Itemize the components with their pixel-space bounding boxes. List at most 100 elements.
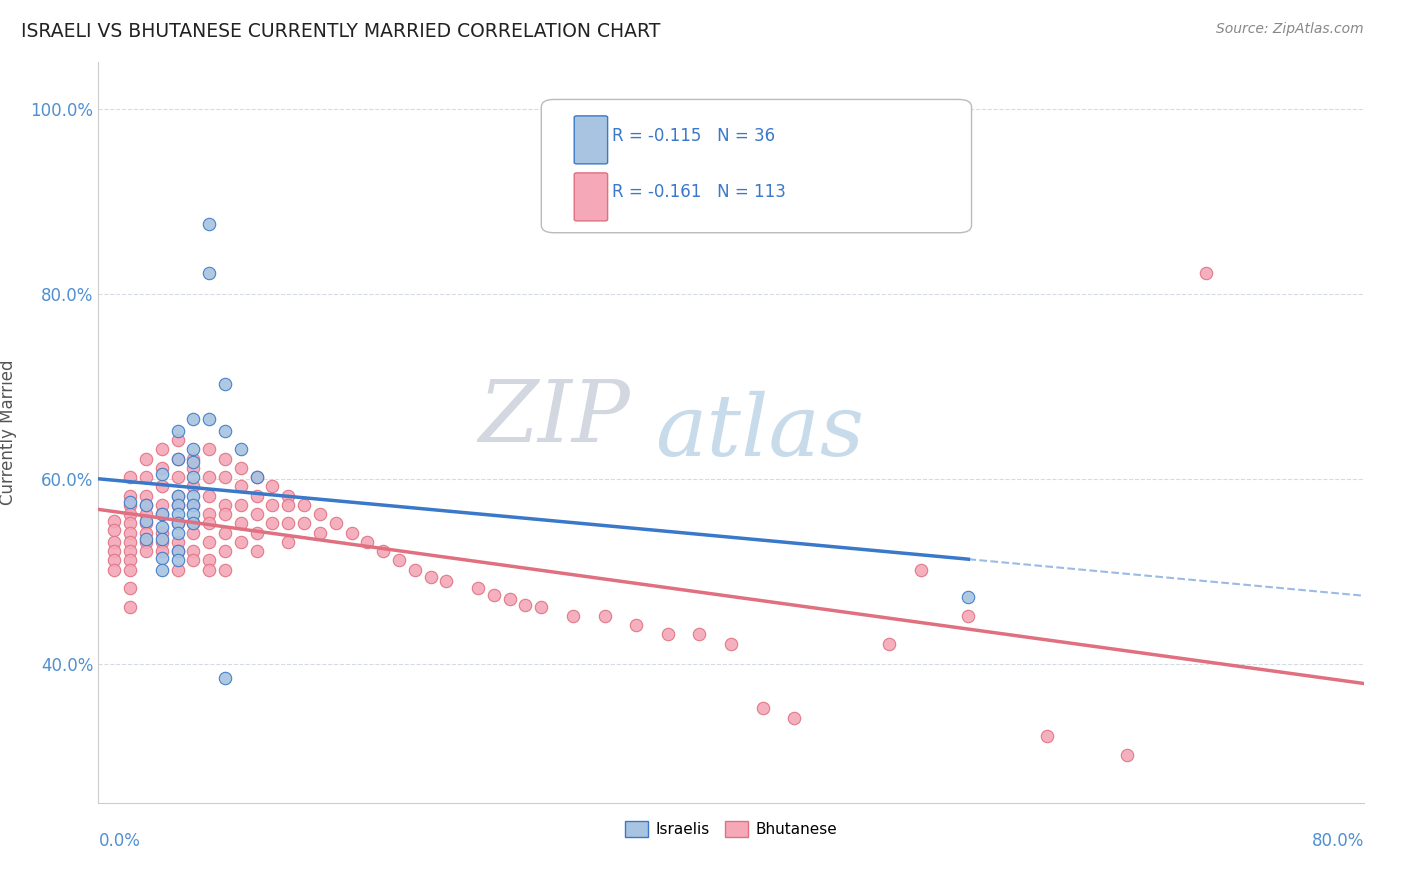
Point — [198, 553, 221, 567]
Point — [120, 489, 141, 503]
Point — [877, 637, 900, 651]
Text: 80.0%: 80.0% — [1312, 832, 1364, 850]
Point — [150, 534, 173, 549]
Point — [214, 671, 236, 685]
Point — [135, 534, 157, 549]
Point — [198, 470, 221, 484]
Point — [120, 516, 141, 531]
Point — [135, 489, 157, 503]
Point — [166, 498, 188, 512]
Point — [183, 553, 205, 567]
Point — [166, 525, 188, 540]
Point — [309, 525, 332, 540]
Point — [198, 442, 221, 457]
Point — [198, 411, 221, 425]
Point — [150, 532, 173, 546]
Point — [150, 467, 173, 482]
Point — [166, 433, 188, 447]
Point — [135, 507, 157, 521]
Point — [1115, 747, 1137, 762]
Point — [214, 451, 236, 466]
Point — [246, 470, 269, 484]
Point — [166, 563, 188, 577]
Point — [120, 563, 141, 577]
Point — [292, 498, 315, 512]
Point — [229, 442, 252, 457]
Point — [214, 377, 236, 392]
Point — [1194, 267, 1216, 281]
Text: Source: ZipAtlas.com: Source: ZipAtlas.com — [1216, 22, 1364, 37]
FancyBboxPatch shape — [574, 116, 607, 164]
Point — [198, 534, 221, 549]
Point — [436, 574, 458, 588]
Point — [183, 455, 205, 469]
Point — [183, 498, 205, 512]
Point — [183, 470, 205, 484]
Point — [183, 460, 205, 475]
Point — [214, 563, 236, 577]
Point — [388, 553, 411, 567]
Point — [135, 498, 157, 512]
FancyBboxPatch shape — [574, 173, 607, 221]
Point — [135, 470, 157, 484]
Point — [214, 525, 236, 540]
Point — [957, 591, 980, 605]
Legend: Israelis, Bhutanese: Israelis, Bhutanese — [619, 815, 844, 843]
Point — [120, 553, 141, 567]
Text: atlas: atlas — [655, 392, 865, 474]
Point — [183, 516, 205, 531]
Point — [277, 489, 299, 503]
Point — [371, 544, 394, 558]
Point — [150, 498, 173, 512]
Point — [419, 570, 441, 584]
Point — [150, 525, 173, 540]
Point — [135, 451, 157, 466]
Point — [166, 424, 188, 438]
Point — [910, 563, 932, 577]
Point — [183, 411, 205, 425]
Point — [198, 489, 221, 503]
Point — [183, 507, 205, 521]
Point — [120, 507, 141, 521]
Point — [135, 514, 157, 528]
Point — [166, 489, 188, 503]
Point — [957, 608, 980, 623]
Point — [120, 534, 141, 549]
Point — [166, 553, 188, 567]
Point — [135, 498, 157, 512]
Point — [404, 563, 426, 577]
Point — [309, 507, 332, 521]
Point — [150, 544, 173, 558]
Point — [229, 460, 252, 475]
Point — [103, 534, 125, 549]
Point — [246, 525, 269, 540]
Point — [214, 507, 236, 521]
Point — [135, 532, 157, 546]
Point — [593, 608, 616, 623]
Point — [103, 553, 125, 567]
Point — [229, 516, 252, 531]
Point — [340, 525, 363, 540]
Point — [277, 534, 299, 549]
Point — [657, 627, 679, 641]
Text: R = -0.161   N = 113: R = -0.161 N = 113 — [612, 183, 786, 202]
Point — [1036, 729, 1059, 743]
Point — [103, 514, 125, 528]
Point — [150, 460, 173, 475]
Point — [120, 599, 141, 614]
Point — [262, 516, 284, 531]
Point — [262, 498, 284, 512]
Text: 0.0%: 0.0% — [98, 832, 141, 850]
Point — [198, 507, 221, 521]
Point — [561, 608, 585, 623]
Point — [482, 589, 505, 603]
Point — [356, 534, 378, 549]
Point — [150, 507, 173, 521]
Point — [150, 442, 173, 457]
Point — [720, 637, 742, 651]
Point — [198, 563, 221, 577]
Point — [277, 516, 299, 531]
Point — [166, 516, 188, 531]
Text: R = -0.115   N = 36: R = -0.115 N = 36 — [612, 128, 775, 145]
Point — [783, 711, 806, 725]
